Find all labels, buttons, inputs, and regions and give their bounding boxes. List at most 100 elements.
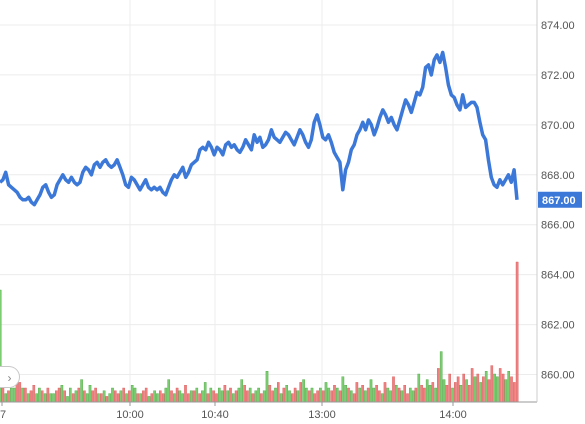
volume-bar xyxy=(240,379,244,403)
volume-bar xyxy=(341,376,345,403)
volume-bar xyxy=(327,387,331,403)
volume-bar xyxy=(420,385,423,403)
price-line-layer xyxy=(0,50,519,207)
volume-bar xyxy=(445,385,449,403)
volume-bar xyxy=(116,393,120,403)
volume-bar xyxy=(459,385,463,403)
volume-bar xyxy=(265,371,269,403)
volume-bar xyxy=(279,393,283,403)
volume-bar xyxy=(153,390,156,403)
volume-bar xyxy=(321,390,325,403)
volume-bar xyxy=(43,393,47,403)
volume-bar xyxy=(18,382,22,403)
volume-bar xyxy=(40,390,44,403)
volume-bar xyxy=(470,368,474,403)
volume-bar xyxy=(66,396,69,403)
y-tick-label: 862.00 xyxy=(541,320,575,332)
volume-bar xyxy=(364,390,367,403)
volume-bar xyxy=(409,387,412,403)
current-price-badge: 867.00 xyxy=(538,191,582,208)
volume-bar xyxy=(392,376,395,403)
volume-bar xyxy=(293,387,297,403)
volume-bar xyxy=(288,390,291,403)
grid-lines xyxy=(0,0,537,402)
volume-bar xyxy=(451,387,454,403)
y-tick-label: 864.00 xyxy=(541,270,575,282)
volume-bar xyxy=(375,385,378,403)
volume-bar xyxy=(209,387,213,403)
volume-bar xyxy=(366,387,370,403)
volume-bar xyxy=(487,379,491,403)
volume-bar xyxy=(504,379,508,403)
volume-bar xyxy=(302,379,305,403)
volume-bar xyxy=(97,393,100,403)
volume-bar xyxy=(119,390,123,403)
volume-bar xyxy=(46,387,50,403)
volume-bar xyxy=(21,387,24,403)
volume-bar xyxy=(425,379,429,403)
volume-bar xyxy=(310,387,314,403)
volume-bar xyxy=(248,387,252,403)
x-tick-label: 13:00 xyxy=(308,409,336,421)
volume-bar xyxy=(313,393,317,403)
volume-bar xyxy=(215,393,218,403)
volume-bar xyxy=(358,387,362,403)
volume-bar xyxy=(164,387,168,403)
volume-bar xyxy=(243,385,246,403)
y-tick-label: 860.00 xyxy=(541,370,575,382)
volume-bar xyxy=(490,365,494,403)
volume-bar xyxy=(462,373,466,403)
volume-bar xyxy=(24,387,27,403)
volume-bar xyxy=(85,393,89,403)
volume-bar xyxy=(456,376,460,403)
volume-bar xyxy=(231,393,235,403)
volume-bar xyxy=(378,390,381,403)
volume-bar xyxy=(206,393,210,403)
volume-bar xyxy=(29,390,33,403)
volume-bar xyxy=(285,385,289,403)
volume-bar xyxy=(60,385,64,403)
volume-bar xyxy=(428,385,432,403)
scroll-left-button[interactable]: › xyxy=(0,366,20,388)
volume-bar xyxy=(12,387,16,403)
volume-bar xyxy=(383,382,387,403)
y-tick-label: 870.00 xyxy=(541,120,575,132)
volume-bar xyxy=(299,382,303,403)
volume-bar xyxy=(55,390,58,403)
volume-bar xyxy=(395,385,398,403)
volume-bar xyxy=(184,385,187,403)
volume-bar xyxy=(406,393,409,403)
volume-bar xyxy=(476,373,480,403)
volume-bar xyxy=(88,385,92,403)
volume-bar xyxy=(220,390,224,403)
volume-bar xyxy=(144,387,148,403)
volume-bar xyxy=(91,390,95,403)
volume-bar xyxy=(369,379,373,403)
volume-bar xyxy=(513,382,516,403)
price-badge-text: 867.00 xyxy=(542,195,576,207)
volume-bar xyxy=(192,390,196,403)
volume-bar xyxy=(52,393,55,403)
volume-bar xyxy=(324,382,328,403)
volume-bar xyxy=(167,379,171,403)
volume-bar xyxy=(389,390,393,403)
volume-bar xyxy=(468,385,471,403)
y-tick-label: 874.00 xyxy=(541,20,575,32)
volume-bar xyxy=(274,387,277,403)
x-tick-label: 10:00 xyxy=(116,409,144,421)
volume-bar xyxy=(417,373,421,403)
volume-bar xyxy=(133,387,137,403)
volume-bar xyxy=(498,368,502,403)
volume-bar xyxy=(442,379,446,403)
volume-bar xyxy=(307,390,311,403)
volume-bar xyxy=(496,376,499,403)
volume-bar xyxy=(305,387,308,403)
volume-bar xyxy=(515,261,519,403)
volume-bar xyxy=(68,387,72,403)
volume-bar xyxy=(99,393,103,403)
volume-bar xyxy=(195,387,199,403)
volume-bar xyxy=(26,393,30,403)
volume-bar xyxy=(251,393,255,403)
volume-bar xyxy=(35,393,38,403)
